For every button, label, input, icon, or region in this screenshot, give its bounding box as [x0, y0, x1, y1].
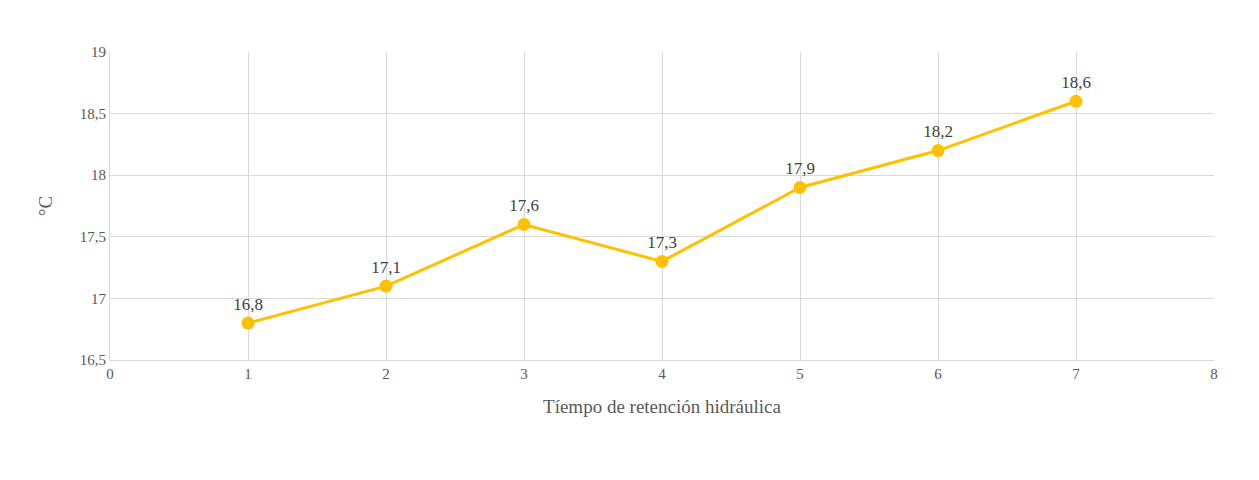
svg-text:17: 17: [91, 291, 107, 307]
svg-text:0: 0: [106, 366, 114, 382]
svg-text:16,5: 16,5: [80, 352, 106, 368]
svg-text:3: 3: [520, 366, 528, 382]
svg-text:17,6: 17,6: [509, 196, 539, 215]
svg-text:18: 18: [91, 167, 106, 183]
svg-text:°C: °C: [35, 196, 56, 216]
svg-text:16,8: 16,8: [233, 295, 263, 314]
svg-text:17,1: 17,1: [371, 258, 401, 277]
svg-text:5: 5: [796, 366, 804, 382]
svg-text:1: 1: [244, 366, 252, 382]
svg-text:4: 4: [658, 366, 666, 382]
svg-text:6: 6: [934, 366, 942, 382]
svg-text:8: 8: [1210, 366, 1218, 382]
svg-text:Tíempo de retención hidráulica: Tíempo de retención hidráulica: [543, 396, 781, 417]
svg-text:17,9: 17,9: [785, 159, 815, 178]
svg-text:18,6: 18,6: [1061, 73, 1091, 92]
svg-text:17,3: 17,3: [647, 233, 677, 252]
svg-text:2: 2: [382, 366, 390, 382]
svg-text:17,5: 17,5: [80, 229, 106, 245]
svg-text:7: 7: [1072, 366, 1080, 382]
svg-text:19: 19: [91, 44, 106, 60]
svg-text:18,2: 18,2: [923, 122, 953, 141]
svg-text:18,5: 18,5: [80, 106, 106, 122]
